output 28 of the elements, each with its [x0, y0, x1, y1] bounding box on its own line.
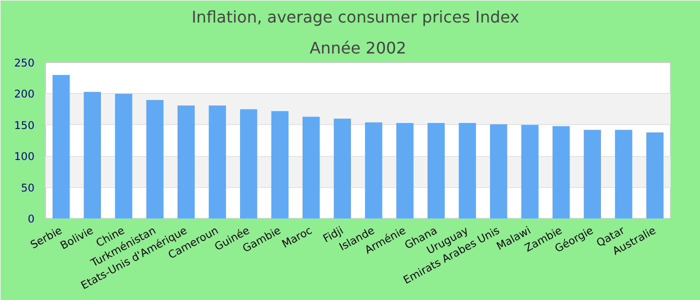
bar: [240, 109, 258, 218]
bar: [396, 123, 414, 218]
bar: [334, 118, 351, 218]
bar: [490, 124, 508, 218]
bar: [584, 130, 601, 218]
bar: [271, 111, 288, 218]
chart-title: Inflation, average consumer prices Index: [192, 8, 520, 26]
y-tick-label: 100: [14, 150, 35, 164]
bar: [52, 74, 70, 218]
bar: [428, 123, 445, 218]
y-tick-label: 50: [20, 181, 35, 194]
y-tick-label: 250: [14, 56, 35, 70]
y-tick-label: 0: [28, 212, 35, 226]
y-tick-label: 150: [14, 118, 35, 132]
chart-subtitle: Année 2002: [310, 38, 406, 58]
bar: [302, 116, 320, 218]
bar: [552, 126, 570, 218]
y-tick-label: 200: [14, 88, 35, 101]
bar: [458, 123, 476, 218]
bar: [208, 106, 226, 218]
bar: [84, 92, 101, 218]
bar: [521, 124, 538, 218]
bar: [646, 132, 664, 218]
bar: [615, 130, 632, 218]
bar: [365, 122, 382, 218]
bar: [115, 94, 132, 218]
bar: [178, 106, 195, 218]
bar: [146, 100, 164, 218]
